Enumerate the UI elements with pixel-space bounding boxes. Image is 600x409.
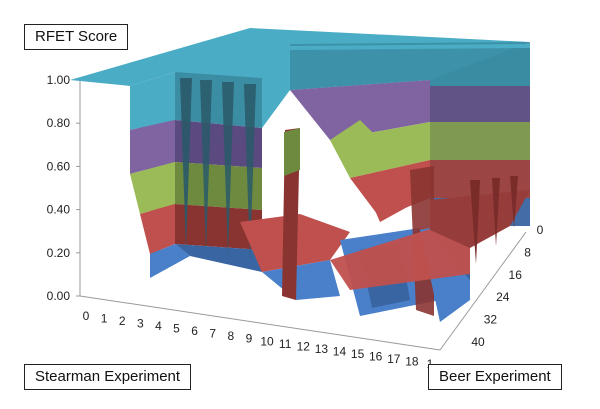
y-axis-ticks: 0.00 0.20 0.40 0.60 0.80 1.00 — [47, 73, 80, 303]
x-tick-label: 3 — [137, 317, 144, 331]
x-axis-label: Stearman Experiment — [24, 364, 192, 390]
x-tick-label: 17 — [387, 352, 401, 366]
x-tick-label: 15 — [351, 347, 365, 361]
x-tick-label: 13 — [315, 342, 329, 356]
x-tick-label: 14 — [333, 344, 347, 358]
x-tick-label: 18 — [405, 354, 419, 368]
y-tick-label: 0.00 — [47, 289, 71, 303]
x-tick-label: 4 — [155, 319, 162, 333]
x-tick-label: 2 — [119, 314, 126, 328]
surface-middle — [175, 72, 530, 322]
z-tick-label: 8 — [524, 245, 531, 259]
x-tick-label: 9 — [246, 332, 253, 346]
x-tick-label: 5 — [173, 322, 180, 336]
z-axis-label: Beer Experiment — [428, 364, 562, 390]
z-tick-label: 0 — [537, 223, 544, 237]
x-tick-label: 0 — [83, 309, 90, 323]
x-tick-label: 10 — [260, 334, 274, 348]
z-tick-label: 16 — [509, 268, 523, 282]
y-tick-label: 0.20 — [47, 246, 71, 260]
y-tick-label: 1.00 — [47, 73, 71, 87]
y-tick-label: 0.80 — [47, 116, 71, 130]
x-tick-label: 7 — [209, 327, 216, 341]
z-tick-label: 40 — [471, 335, 485, 349]
chart-title: RFET Score — [24, 24, 129, 50]
x-tick-label: 6 — [191, 324, 198, 338]
x-tick-label: 1 — [101, 312, 108, 326]
x-axis-ticks: 01234567891011121314151617181 — [83, 309, 434, 371]
x-tick-label: 16 — [369, 349, 383, 363]
y-tick-label: 0.40 — [47, 203, 71, 217]
z-axis-line — [439, 231, 527, 351]
x-axis-line — [79, 295, 441, 351]
x-tick-label: 12 — [297, 339, 311, 353]
x-tick-label: 8 — [227, 329, 234, 343]
surface-left-face — [130, 72, 190, 278]
x-tick-label: 11 — [279, 337, 292, 351]
surface-top-right — [290, 42, 530, 90]
z-tick-label: 32 — [484, 313, 498, 327]
y-tick-label: 0.60 — [47, 159, 71, 173]
z-tick-label: 24 — [496, 290, 510, 304]
